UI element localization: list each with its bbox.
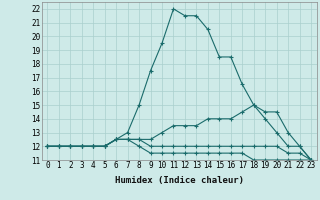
X-axis label: Humidex (Indice chaleur): Humidex (Indice chaleur)	[115, 176, 244, 185]
